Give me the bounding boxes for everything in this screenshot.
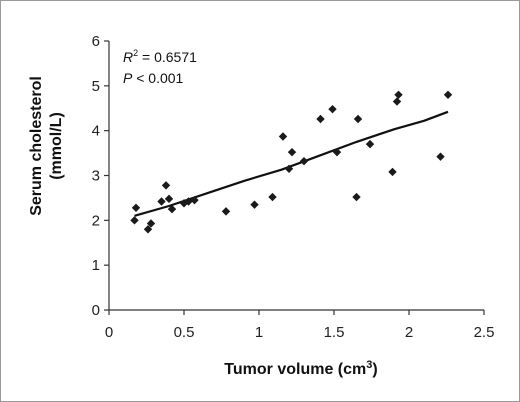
y-axis-title-line1: Serum cholesterol	[28, 76, 45, 216]
data-point	[164, 194, 174, 204]
data-point	[388, 167, 397, 177]
data-point	[184, 197, 193, 206]
y-tick-label: 5	[92, 78, 100, 95]
data-point	[299, 156, 309, 166]
trendline-group	[134, 110, 449, 217]
trendline	[134, 110, 449, 217]
data-point	[394, 90, 403, 99]
y-axis-title: Serum cholesterol (mmol/L)	[28, 76, 65, 216]
data-point	[146, 219, 156, 228]
data-point	[316, 114, 325, 124]
axes-group: 0 1 2 3 4 5 6 0 0.5 1 1.5 2 2.5	[92, 33, 495, 341]
data-point	[250, 200, 259, 209]
data-point	[353, 114, 363, 124]
r2-value: = 0.6571	[138, 49, 197, 65]
x-tick-label: 0.5	[174, 324, 195, 341]
x-tick-label: 2	[405, 324, 413, 341]
x-tick-label: 1.5	[324, 324, 345, 341]
data-point	[131, 203, 141, 212]
data-point	[436, 152, 445, 161]
data-point	[352, 192, 361, 202]
y-tick-label: 2	[92, 212, 100, 229]
data-point	[328, 104, 337, 114]
x-tick-label: 0	[105, 324, 113, 341]
y-tick-label: 0	[92, 302, 100, 319]
data-point	[365, 139, 375, 149]
x-axis-title-sup: 3	[366, 359, 372, 371]
y-tick-label: 4	[92, 123, 100, 140]
data-point	[190, 195, 199, 205]
x-axis-title-end: )	[372, 361, 377, 378]
data-point	[287, 147, 297, 157]
data-point	[392, 97, 402, 106]
data-point	[157, 197, 166, 206]
data-point	[332, 147, 342, 157]
data-point	[130, 216, 139, 225]
y-tick-label: 6	[92, 33, 100, 50]
data-point	[268, 192, 277, 202]
data-point	[278, 132, 288, 141]
r-squared-annotation: R2 = 0.6571	[123, 48, 197, 65]
r2-label: R	[123, 49, 133, 65]
y-axis-title-line2: (mmol/L)	[48, 112, 65, 180]
x-axis-title-main: Tumor volume (cm	[224, 361, 366, 378]
x-axis-title: Tumor volume (cm3)	[224, 359, 377, 378]
data-point	[143, 225, 153, 234]
data-point	[443, 90, 453, 99]
p-value: < 0.001	[132, 70, 183, 86]
data-point	[161, 181, 171, 190]
r2-sup: 2	[133, 48, 138, 58]
y-tick-label: 1	[92, 257, 100, 274]
data-point	[167, 204, 177, 214]
x-tick-label: 1	[255, 324, 263, 341]
data-point	[284, 164, 294, 173]
data-points-group	[130, 90, 453, 234]
p-value-annotation: P < 0.001	[123, 70, 184, 86]
x-tick-label: 2.5	[474, 324, 495, 341]
data-point	[221, 207, 231, 216]
y-tick-label: 3	[92, 168, 100, 185]
p-label: P	[123, 70, 133, 86]
